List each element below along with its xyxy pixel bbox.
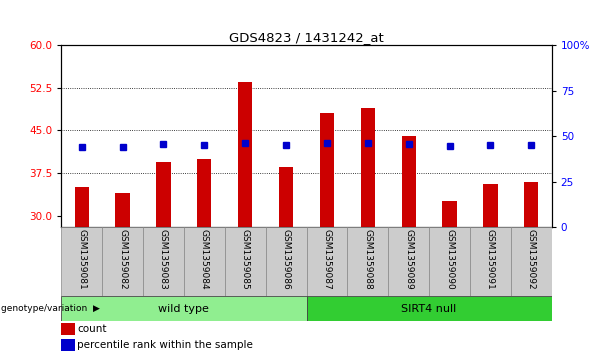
Bar: [348, 227, 388, 296]
Bar: [61, 339, 75, 351]
Text: genotype/variation  ▶: genotype/variation ▶: [1, 304, 100, 313]
Bar: [320, 113, 334, 227]
Bar: [156, 162, 170, 227]
Bar: [102, 227, 143, 296]
Text: GSM1359082: GSM1359082: [118, 229, 127, 290]
Bar: [511, 227, 552, 296]
Text: GSM1359085: GSM1359085: [241, 229, 249, 290]
Text: count: count: [77, 324, 107, 334]
Bar: [306, 296, 552, 321]
Bar: [184, 227, 225, 296]
Bar: [61, 323, 75, 335]
Bar: [61, 296, 306, 321]
Text: SIRT4 null: SIRT4 null: [402, 303, 457, 314]
Text: GSM1359092: GSM1359092: [527, 229, 536, 290]
Text: GSM1359089: GSM1359089: [404, 229, 413, 290]
Text: GSM1359086: GSM1359086: [281, 229, 291, 290]
Bar: [75, 187, 89, 227]
Bar: [402, 136, 416, 227]
Bar: [360, 108, 375, 227]
Text: GSM1359084: GSM1359084: [200, 229, 209, 290]
Bar: [443, 201, 457, 227]
Text: GSM1359090: GSM1359090: [445, 229, 454, 290]
Bar: [483, 184, 498, 227]
Text: percentile rank within the sample: percentile rank within the sample: [77, 340, 253, 350]
Text: GSM1359087: GSM1359087: [322, 229, 332, 290]
Bar: [238, 82, 253, 227]
Bar: [143, 227, 184, 296]
Text: wild type: wild type: [159, 303, 209, 314]
Bar: [470, 227, 511, 296]
Text: GSM1359088: GSM1359088: [364, 229, 372, 290]
Bar: [524, 182, 538, 227]
Text: GSM1359083: GSM1359083: [159, 229, 168, 290]
Bar: [388, 227, 429, 296]
Text: GSM1359091: GSM1359091: [486, 229, 495, 290]
Bar: [265, 227, 306, 296]
Bar: [197, 159, 211, 227]
Title: GDS4823 / 1431242_at: GDS4823 / 1431242_at: [229, 31, 384, 44]
Bar: [279, 167, 293, 227]
Bar: [61, 227, 102, 296]
Bar: [306, 227, 348, 296]
Bar: [115, 193, 130, 227]
Bar: [429, 227, 470, 296]
Bar: [225, 227, 265, 296]
Text: GSM1359081: GSM1359081: [77, 229, 86, 290]
